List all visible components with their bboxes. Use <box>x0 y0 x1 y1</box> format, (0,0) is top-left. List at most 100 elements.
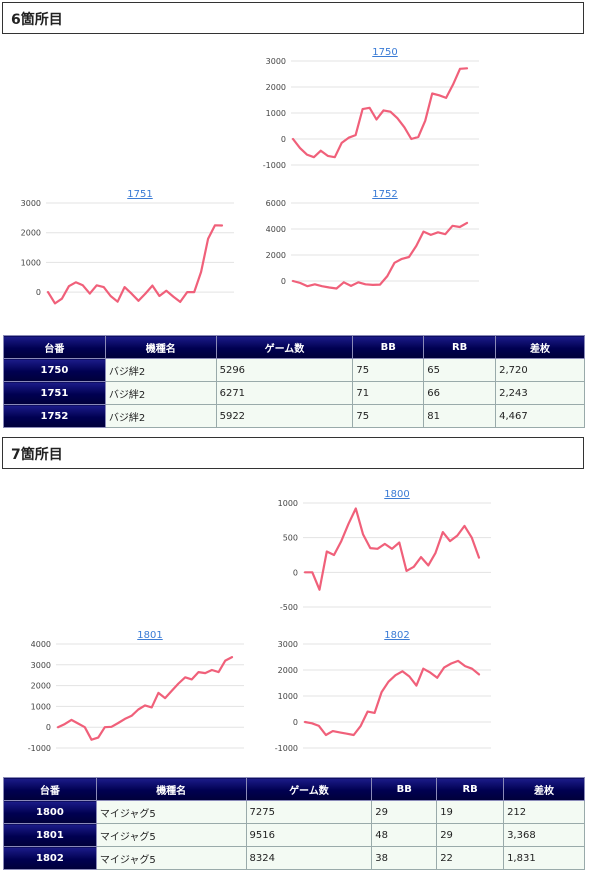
chart-1750: 1750 3000 2000 1000 0 -1000 <box>255 45 487 173</box>
line-chart-svg: 1751 3000 2000 1000 0 <box>21 189 234 305</box>
section-title: 6箇所目 <box>11 12 63 28</box>
series-line <box>56 656 234 741</box>
chart-title-link[interactable]: 1751 <box>127 189 152 200</box>
y-tick-label: 3000 <box>278 640 298 649</box>
line-chart-svg: 1801 4000 3000 2000 1000 0 -1000 <box>28 630 244 753</box>
y-tick-label: 2000 <box>21 229 41 238</box>
table-row: 1751 バジ絆2 6271 71 66 2,243 <box>3 381 585 405</box>
col-header-model: 機種名 <box>104 335 217 359</box>
diff-medals: 2,720 <box>495 358 585 382</box>
chart-1800: 1800 1000 500 0 -500 <box>267 487 499 615</box>
col-header-diff: 差枚 <box>503 777 585 801</box>
model-name: マイジャグ5 <box>95 846 247 870</box>
game-count: 5296 <box>215 358 354 382</box>
col-header-model: 機種名 <box>95 777 247 801</box>
chart-title-link[interactable]: 1752 <box>372 189 397 200</box>
y-tick-label: 0 <box>293 568 298 577</box>
unit-number: 1752 <box>3 404 106 428</box>
y-tick-label: 0 <box>281 135 286 144</box>
y-tick-label: 1000 <box>31 702 51 711</box>
model-name: バジ絆2 <box>104 404 217 428</box>
table-row: 1800 マイジャグ5 7275 29 19 212 <box>3 800 585 824</box>
col-header-unit: 台番 <box>3 335 106 359</box>
bb-count: 75 <box>352 358 425 382</box>
rb-count: 81 <box>423 404 497 428</box>
y-tick-label: -1000 <box>275 744 298 753</box>
col-header-rb: RB <box>423 335 497 359</box>
game-count: 5922 <box>215 404 354 428</box>
diff-medals: 2,243 <box>495 381 585 405</box>
game-count: 6271 <box>215 381 354 405</box>
bb-count: 38 <box>371 846 438 870</box>
y-tick-label: 1000 <box>278 499 298 508</box>
chart-1802: 1802 3000 2000 1000 0 -1000 <box>267 628 499 756</box>
diff-medals: 1,831 <box>503 846 585 870</box>
section-title: 7箇所目 <box>11 447 63 463</box>
table-row: 1802 マイジャグ5 8324 38 22 1,831 <box>3 846 585 870</box>
diff-medals: 212 <box>503 800 585 824</box>
y-tick-label: 500 <box>283 534 298 543</box>
bb-count: 71 <box>352 381 425 405</box>
unit-number: 1801 <box>3 823 97 847</box>
series-line <box>303 659 481 737</box>
unit-number: 1751 <box>3 381 106 405</box>
rb-count: 29 <box>436 823 505 847</box>
game-count: 7275 <box>245 800 373 824</box>
col-header-unit: 台番 <box>3 777 97 801</box>
y-tick-label: -1000 <box>263 161 286 170</box>
y-tick-label: 3000 <box>21 199 41 208</box>
rb-count: 22 <box>436 846 505 870</box>
data-table-7: 台番 機種名 ゲーム数 BB RB 差枚 1800 マイジャグ5 7275 29… <box>3 777 585 870</box>
bb-count: 75 <box>352 404 425 428</box>
section-header-7: 7箇所目 <box>2 437 584 469</box>
bb-count: 29 <box>371 800 438 824</box>
col-header-bb: BB <box>371 777 438 801</box>
chart-1751: 1751 3000 2000 1000 0 <box>10 187 242 315</box>
y-tick-label: 1000 <box>278 692 298 701</box>
series-line <box>291 67 469 159</box>
unit-number: 1750 <box>3 358 106 382</box>
table-row: 1752 バジ絆2 5922 75 81 4,467 <box>3 404 585 428</box>
rb-count: 65 <box>423 358 497 382</box>
line-chart-svg: 1802 3000 2000 1000 0 -1000 <box>275 630 491 753</box>
table-header-row: 台番 機種名 ゲーム数 BB RB 差枚 <box>3 777 585 801</box>
chart-title-link[interactable]: 1801 <box>137 630 162 641</box>
table-row: 1750 バジ絆2 5296 75 65 2,720 <box>3 358 585 382</box>
y-tick-label: 1000 <box>21 258 41 267</box>
table-row: 1801 マイジャグ5 9516 48 29 3,368 <box>3 823 585 847</box>
col-header-rb: RB <box>436 777 505 801</box>
y-tick-label: 0 <box>36 288 41 297</box>
model-name: バジ絆2 <box>104 358 217 382</box>
col-header-games: ゲーム数 <box>215 335 354 359</box>
y-tick-label: 4000 <box>31 640 51 649</box>
y-tick-label: 3000 <box>266 57 286 66</box>
game-count: 9516 <box>245 823 373 847</box>
chart-title-link[interactable]: 1802 <box>384 630 409 641</box>
unit-number: 1802 <box>3 846 97 870</box>
series-line <box>46 224 224 305</box>
model-name: マイジャグ5 <box>95 800 247 824</box>
line-chart-svg: 1752 6000 4000 2000 0 <box>266 189 479 290</box>
chart-1801: 1801 4000 3000 2000 1000 0 -1000 <box>20 628 252 756</box>
model-name: バジ絆2 <box>104 381 217 405</box>
y-tick-label: 2000 <box>31 682 51 691</box>
rb-count: 66 <box>423 381 497 405</box>
y-tick-label: 0 <box>293 718 298 727</box>
y-tick-label: 0 <box>46 723 51 732</box>
model-name: マイジャグ5 <box>95 823 247 847</box>
y-tick-label: 2000 <box>278 666 298 675</box>
chart-title-link[interactable]: 1800 <box>384 489 409 500</box>
game-count: 8324 <box>245 846 373 870</box>
line-chart-svg: 1750 3000 2000 1000 0 -1000 <box>263 47 479 170</box>
unit-number: 1800 <box>3 800 97 824</box>
rb-count: 19 <box>436 800 505 824</box>
col-header-bb: BB <box>352 335 425 359</box>
y-tick-label: 1000 <box>266 109 286 118</box>
bb-count: 48 <box>371 823 438 847</box>
y-tick-label: 2000 <box>266 251 286 260</box>
section-header-6: 6箇所目 <box>2 2 584 34</box>
data-table-6: 台番 機種名 ゲーム数 BB RB 差枚 1750 バジ絆2 5296 75 6… <box>3 335 585 428</box>
diff-medals: 3,368 <box>503 823 585 847</box>
chart-title-link[interactable]: 1750 <box>372 47 397 58</box>
y-tick-label: 6000 <box>266 199 286 208</box>
